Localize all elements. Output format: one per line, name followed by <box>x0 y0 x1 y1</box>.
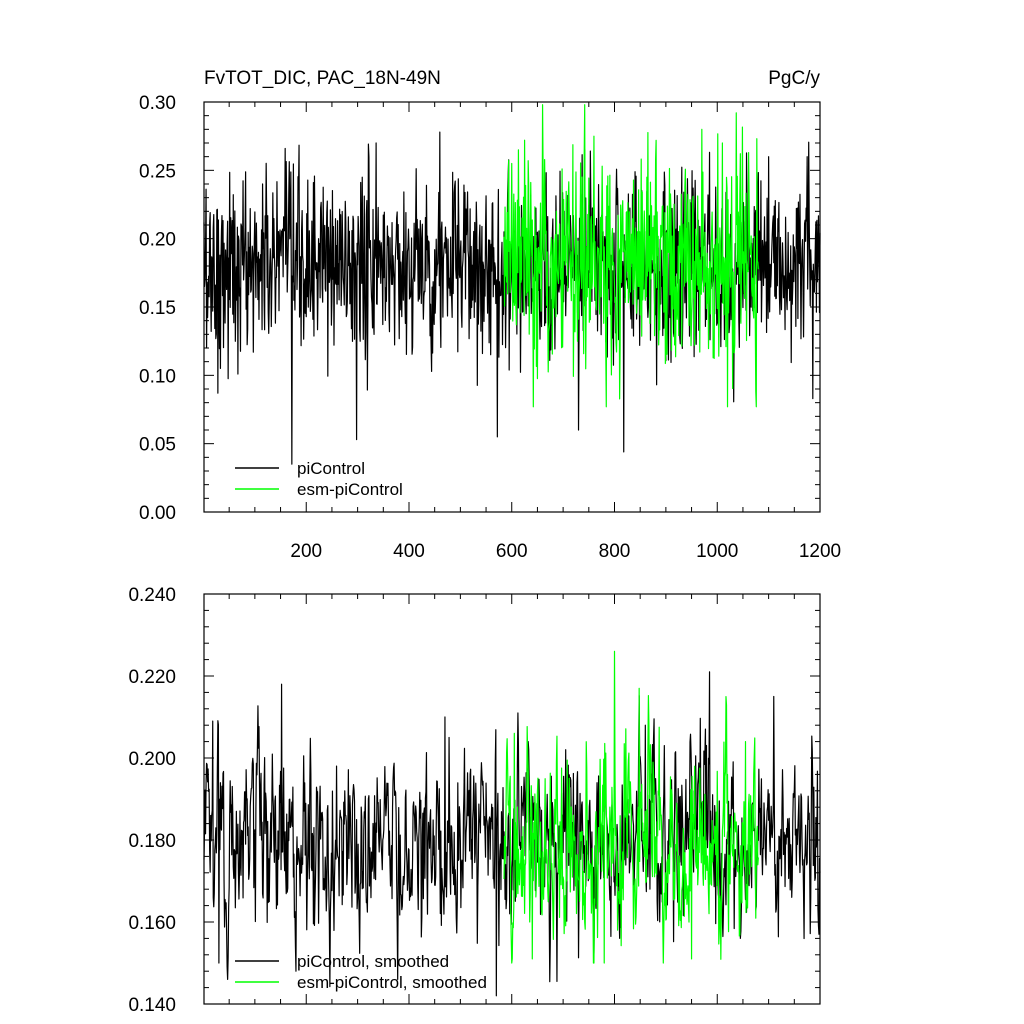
legend-label-picontrol-smoothed: piControl, smoothed <box>297 952 449 971</box>
y-tick-label: 0.180 <box>128 831 176 852</box>
top-axis-ticks: 200 400 600 800 1000 1200 0.00 0.05 0.10 0.15 0.20… <box>139 93 841 562</box>
y-tick-label: 0.00 <box>139 503 176 524</box>
series-line-esm-picontrol <box>503 104 759 408</box>
top-legend: piControl esm-piControl <box>235 459 403 499</box>
y-tick-label: 0.160 <box>128 913 176 934</box>
chart-title: FvTOT_DIC, PAC_18N-49N <box>204 68 441 89</box>
bottom-panel: 0.140 0.160 0.180 0.200 0.220 0.240 piControl… <box>128 585 821 1016</box>
top-series-group <box>203 104 821 465</box>
legend-label-picontrol: piControl <box>297 459 365 478</box>
y-tick-label: 0.10 <box>139 366 176 387</box>
y-tick-label: 0.30 <box>139 93 176 114</box>
x-tick-label: 1000 <box>696 541 738 562</box>
bottom-legend: piControl, smoothed esm-piControl, smoot… <box>235 952 487 992</box>
x-tick-label: 600 <box>496 541 528 562</box>
x-tick-label: 800 <box>599 541 631 562</box>
y-tick-label: 0.20 <box>139 230 176 251</box>
legend-label-esm-picontrol: esm-piControl <box>297 480 403 499</box>
x-tick-label: 200 <box>290 541 322 562</box>
bottom-series-group <box>203 650 821 997</box>
chart-units: PgC/y <box>768 68 820 89</box>
bottom-axis-ticks: 0.140 0.160 0.180 0.200 0.220 0.240 <box>128 585 821 1016</box>
y-tick-label: 0.240 <box>128 585 176 606</box>
y-tick-label: 0.140 <box>128 995 176 1016</box>
x-tick-label: 1200 <box>799 541 841 562</box>
series-line-esm-picontrol-smoothed <box>503 650 759 964</box>
y-tick-label: 0.220 <box>128 667 176 688</box>
top-panel: 200 400 600 800 1000 1200 0.00 0.05 0.10 0.15 0.20… <box>139 93 841 562</box>
y-tick-label: 0.200 <box>128 749 176 770</box>
x-tick-label: 400 <box>393 541 425 562</box>
legend-label-esm-picontrol-smoothed: esm-piControl, smoothed <box>297 973 487 992</box>
y-tick-label: 0.15 <box>139 298 176 319</box>
y-tick-label: 0.25 <box>139 161 176 182</box>
y-tick-label: 0.05 <box>139 435 176 456</box>
